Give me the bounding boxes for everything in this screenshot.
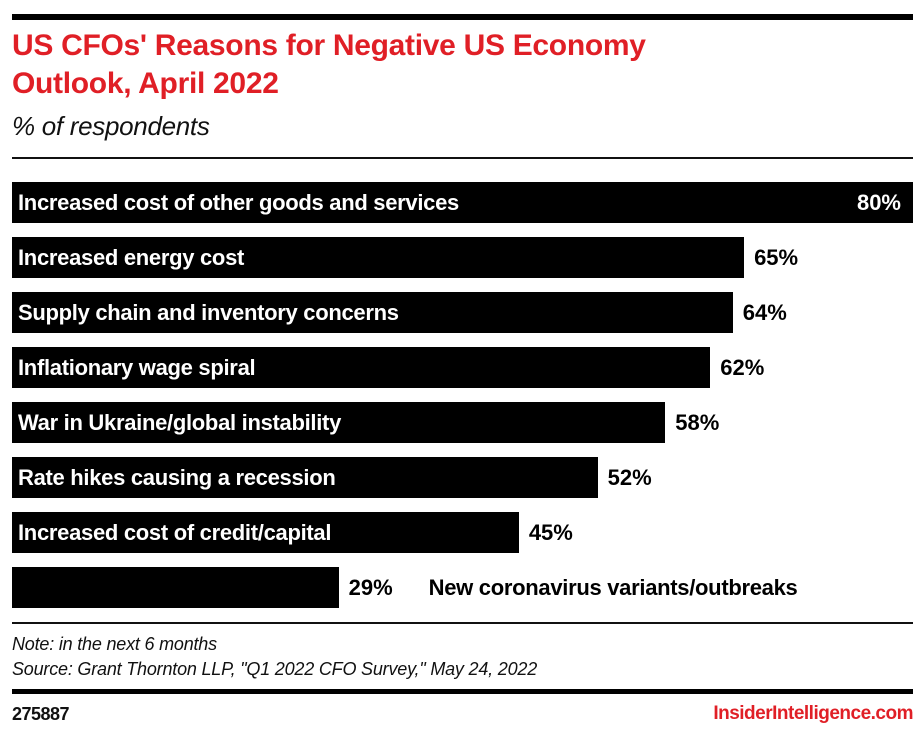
chart-note: Note: in the next 6 months: [12, 634, 217, 654]
chart-page: US CFOs' Reasons for Negative US Economy…: [0, 14, 922, 725]
chart-source: Source: Grant Thornton LLP, "Q1 2022 CFO…: [12, 659, 537, 679]
bar: Increased cost of credit/capital: [12, 512, 519, 553]
header-divider: [12, 157, 913, 159]
bar-label: New coronavirus variants/outbreaks: [428, 574, 798, 600]
brand-link: InsiderIntelligence.com: [713, 703, 913, 724]
bar-value: 29%: [348, 574, 393, 600]
bar: Increased energy cost: [12, 237, 745, 278]
page-title: US CFOs' Reasons for Negative US Economy…: [12, 27, 913, 103]
bar: Inflationary wage spiral: [12, 347, 711, 388]
bar: Supply chain and inventory concerns: [12, 292, 733, 333]
footer-divider-thin: [12, 622, 913, 624]
bar-label: Increased cost of credit/capital: [18, 519, 332, 545]
bar-value: 58%: [675, 409, 720, 435]
bar: Increased cost of other goods and servic…: [12, 182, 913, 223]
chart-id: 275887: [12, 703, 70, 724]
bar-row: War in Ukraine/global instability 58%: [12, 402, 913, 443]
footer-divider-thick: [12, 689, 913, 694]
bar: Rate hikes causing a recession: [12, 457, 598, 498]
bar-label: Increased energy cost: [18, 244, 245, 270]
bar-value: 62%: [720, 354, 765, 380]
page-title-line-2: Outlook, April 2022: [12, 67, 279, 100]
bar-value: 65%: [754, 244, 799, 270]
bar-chart: Increased cost of other goods and servic…: [12, 182, 913, 608]
bar: [12, 567, 339, 608]
bar-value: 52%: [607, 464, 652, 490]
chart-subtitle: % of respondents: [12, 111, 210, 141]
bar-row: Supply chain and inventory concerns 64%: [12, 292, 913, 333]
bar-value: 64%: [742, 299, 787, 325]
bar-row: Increased cost of other goods and servic…: [12, 182, 913, 223]
footer-row: 275887 InsiderIntelligence.com: [12, 703, 913, 725]
bar-label: Inflationary wage spiral: [18, 354, 256, 380]
bar-row: Rate hikes causing a recession 52%: [12, 457, 913, 498]
bar-value: 80%: [856, 189, 901, 215]
bar-row: Increased energy cost 65%: [12, 237, 913, 278]
bar-row: 29% New coronavirus variants/outbreaks: [12, 567, 913, 608]
bar-row: Increased cost of credit/capital 45%: [12, 512, 913, 553]
top-rule: [12, 14, 913, 20]
page-title-line-1: US CFOs' Reasons for Negative US Economy: [12, 29, 646, 62]
bar-label: Supply chain and inventory concerns: [18, 299, 399, 325]
bar-label: Increased cost of other goods and servic…: [18, 189, 459, 215]
bar-label: Rate hikes causing a recession: [18, 464, 336, 490]
bar-row: Inflationary wage spiral 62%: [12, 347, 913, 388]
bar-label: War in Ukraine/global instability: [18, 409, 342, 435]
bar-value: 45%: [528, 519, 573, 545]
bar: War in Ukraine/global instability: [12, 402, 666, 443]
